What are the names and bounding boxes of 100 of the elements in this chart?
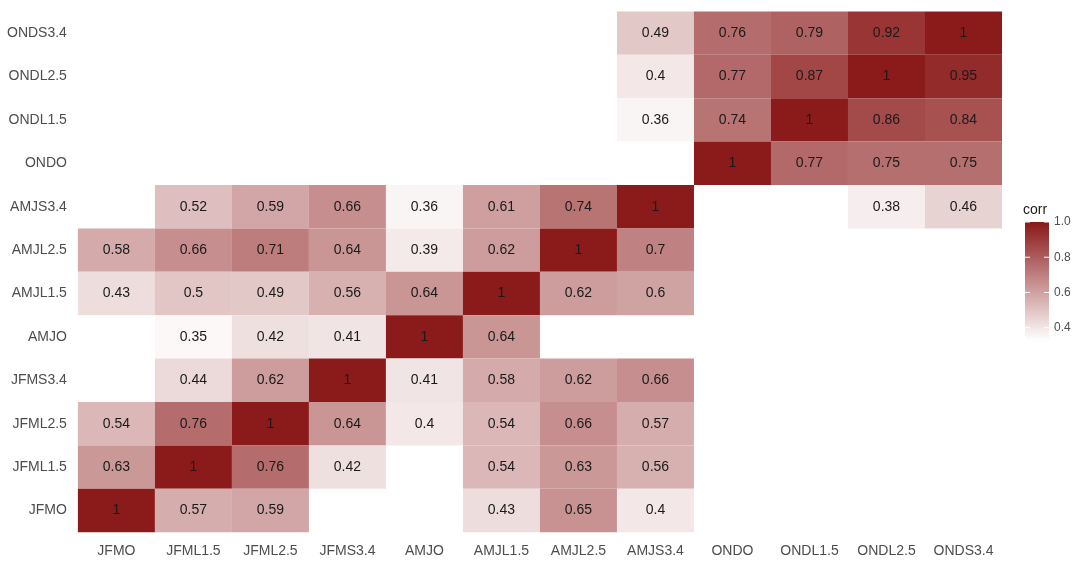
- y-tick-label: JFMO: [28, 501, 68, 518]
- data-label: 0.87: [795, 67, 824, 84]
- x-tick-label: JFML2.5: [243, 542, 298, 559]
- data-label: 0.43: [487, 501, 516, 518]
- y-tick-label: ONDL2.5: [8, 67, 68, 84]
- data-label: 0.56: [641, 457, 670, 474]
- data-label: 1: [882, 67, 891, 84]
- data-label: 0.95: [949, 67, 978, 84]
- data-label: 0.92: [872, 23, 901, 40]
- data-label: 0.54: [102, 414, 131, 431]
- x-tick-label: AMJL2.5: [550, 542, 607, 559]
- data-label: 0.36: [641, 110, 670, 127]
- data-label: 0.79: [795, 23, 824, 40]
- data-label: 0.63: [102, 457, 131, 474]
- data-label: 0.35: [179, 327, 208, 344]
- data-label: 0.64: [487, 327, 516, 344]
- y-tick-label: JFMS3.4: [10, 371, 68, 388]
- data-label: 1: [266, 414, 275, 431]
- y-tick-label: AMJO: [28, 327, 68, 344]
- data-label: 0.54: [487, 414, 516, 431]
- data-label: 0.44: [179, 371, 208, 388]
- data-label: 0.64: [333, 414, 362, 431]
- data-label: 0.58: [102, 240, 131, 257]
- color-bar-label: 1.0: [1054, 214, 1072, 229]
- data-label: 0.62: [487, 240, 516, 257]
- data-label: 0.5: [183, 284, 204, 301]
- x-tick-label: ONDS3.4: [933, 542, 994, 559]
- x-tick-label: AMJS3.4: [627, 542, 685, 559]
- data-label: 0.62: [256, 371, 285, 388]
- data-label: 0.76: [718, 23, 747, 40]
- data-label: 0.36: [410, 197, 439, 214]
- data-label: 0.52: [179, 197, 208, 214]
- data-label: 0.59: [256, 501, 285, 518]
- data-label: 0.77: [718, 67, 747, 84]
- data-label: 0.71: [256, 240, 285, 257]
- data-label: 0.86: [872, 110, 901, 127]
- data-label: 0.84: [949, 110, 978, 127]
- data-label: 0.62: [564, 371, 593, 388]
- y-tick-label: AMJL1.5: [11, 284, 68, 301]
- color-bar-title: corr: [1023, 201, 1048, 217]
- data-label: 0.65: [564, 501, 593, 518]
- data-label: 0.77: [795, 154, 824, 171]
- y-tick-label: ONDL1.5: [8, 110, 68, 127]
- data-label: 0.4: [645, 67, 666, 84]
- color-bar-label: 0.4: [1054, 319, 1072, 334]
- x-tick-label: JFMO: [97, 542, 136, 559]
- data-label: 0.42: [333, 457, 362, 474]
- data-label: 0.46: [949, 197, 978, 214]
- data-label: 1: [112, 501, 121, 518]
- data-label: 0.41: [333, 327, 362, 344]
- data-label: 0.7: [645, 240, 666, 257]
- x-tick-label: ONDL2.5: [857, 542, 916, 559]
- data-label: 0.66: [641, 371, 670, 388]
- y-tick-label: AMJL2.5: [11, 240, 68, 257]
- data-label: 1: [574, 240, 583, 257]
- data-label: 0.66: [564, 414, 593, 431]
- data-label: 1: [651, 197, 660, 214]
- x-tick-label: ONDO: [711, 542, 754, 559]
- x-tick-label: JFML1.5: [166, 542, 221, 559]
- data-label: 0.6: [645, 284, 666, 301]
- data-label: 0.66: [333, 197, 362, 214]
- data-label: 1: [959, 23, 968, 40]
- y-tick-label: JFML2.5: [12, 414, 68, 431]
- x-tick-label: ONDL1.5: [780, 542, 839, 559]
- data-label: 1: [805, 110, 814, 127]
- data-label: 0.57: [641, 414, 670, 431]
- data-label: 0.58: [487, 371, 516, 388]
- x-tick-label: AMJL1.5: [473, 542, 530, 559]
- data-label: 0.76: [256, 457, 285, 474]
- data-label: 0.64: [333, 240, 362, 257]
- data-label: 0.76: [179, 414, 208, 431]
- data-label: 0.49: [641, 23, 670, 40]
- data-label: 0.43: [102, 284, 131, 301]
- data-label: 0.57: [179, 501, 208, 518]
- data-label: 0.74: [564, 197, 593, 214]
- data-label: 0.42: [256, 327, 285, 344]
- data-label: 0.56: [333, 284, 362, 301]
- data-label: 0.54: [487, 457, 516, 474]
- data-label: 0.61: [487, 197, 516, 214]
- data-label: 0.59: [256, 197, 285, 214]
- data-label: 0.63: [564, 457, 593, 474]
- x-tick-label: JFMS3.4: [319, 542, 376, 559]
- data-label: 0.75: [872, 154, 901, 171]
- data-label: 0.38: [872, 197, 901, 214]
- data-label: 0.66: [179, 240, 208, 257]
- data-label: 0.74: [718, 110, 747, 127]
- data-label: 0.75: [949, 154, 978, 171]
- color-bar-label: 0.8: [1054, 249, 1072, 264]
- x-tick-label: AMJO: [405, 542, 444, 559]
- data-label: 0.4: [414, 414, 435, 431]
- data-label: 0.62: [564, 284, 593, 301]
- y-tick-label: AMJS3.4: [10, 197, 68, 214]
- data-label: 0.41: [410, 371, 439, 388]
- data-label: 1: [343, 371, 352, 388]
- data-label: 0.4: [645, 501, 666, 518]
- data-label: 1: [189, 457, 198, 474]
- data-label: 1: [728, 154, 737, 171]
- data-label: 0.39: [410, 240, 439, 257]
- data-label: 1: [497, 284, 506, 301]
- data-label: 0.49: [256, 284, 285, 301]
